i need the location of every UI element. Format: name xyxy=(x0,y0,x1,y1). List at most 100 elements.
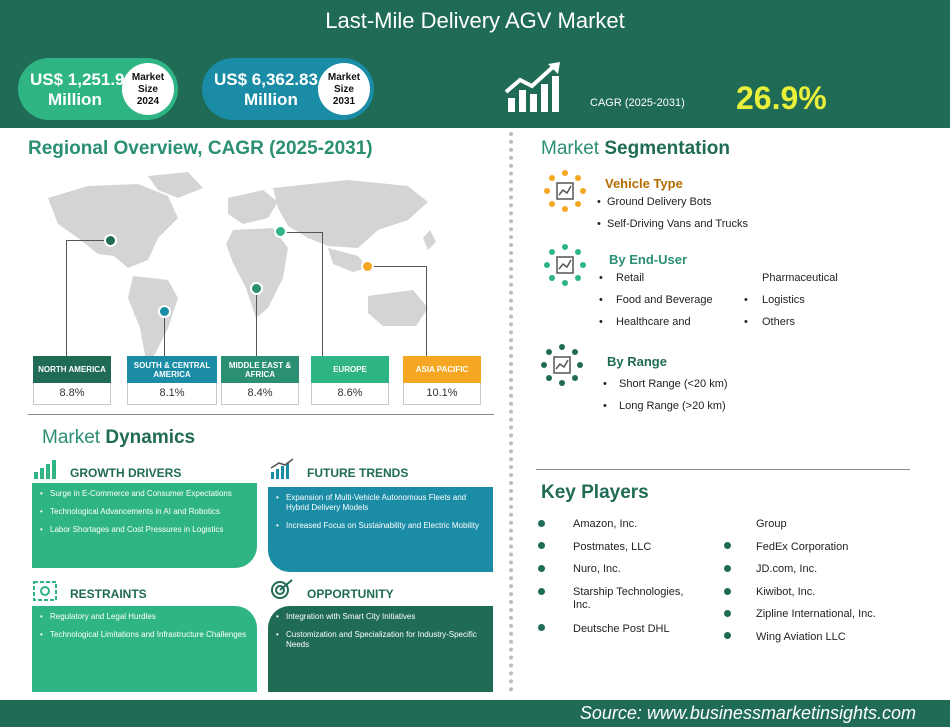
heading-light: Market xyxy=(42,427,101,448)
bullet-icon xyxy=(724,610,731,617)
unit-text: Million xyxy=(244,90,298,109)
key-player: Group xyxy=(756,518,787,530)
opportunity-box: Integration with Smart City Initiatives … xyxy=(268,606,493,692)
key-player: Wing Aviation LLC xyxy=(756,631,846,643)
source-link[interactable]: Source: www.businessmarketinsights.com xyxy=(579,703,916,723)
region-cagr: 8.1% xyxy=(127,383,217,405)
range-title: By Range xyxy=(607,354,667,369)
region-name: MIDDLE EAST & AFRICA xyxy=(221,356,299,383)
segment-item: • Food and Beverage xyxy=(599,294,713,306)
key-player: FedEx Corporation xyxy=(756,541,849,553)
bullet-icon xyxy=(724,542,731,549)
value-text: US$ 1,251.96 xyxy=(30,70,134,89)
circle-line: Size xyxy=(137,84,158,95)
leader-line xyxy=(164,312,165,356)
segment-label: Long Range (>20 km) xyxy=(619,400,726,412)
bullet-icon xyxy=(724,565,731,572)
restraints-title: RESTRAINTS xyxy=(70,587,147,601)
region-cagr: 8.4% xyxy=(221,383,299,405)
leader-line xyxy=(426,266,427,356)
market-size-2031-pill: US$ 6,362.83 Million Market Size 2031 xyxy=(202,58,374,120)
cagr-value: 26.9% xyxy=(736,80,827,116)
segment-label: Short Range (<20 km) xyxy=(619,378,728,390)
future-trends-box: Expansion of Multi-Vehicle Autonomous Fl… xyxy=(268,487,493,572)
bullet-icon xyxy=(724,588,731,595)
key-player: Kiwibot, Inc. xyxy=(756,586,816,598)
segmentation-heading: Market Segmentation xyxy=(541,138,730,160)
region-north-america: NORTH AMERICA 8.8% xyxy=(33,356,111,405)
bullet-icon xyxy=(538,542,545,549)
region-south-central-america: SOUTH & CENTRAL AMERICA 8.1% xyxy=(127,356,217,405)
region-name: SOUTH & CENTRAL AMERICA xyxy=(127,356,217,383)
leader-line xyxy=(66,240,110,241)
leader-line xyxy=(322,232,323,356)
mea-marker xyxy=(250,282,263,295)
key-player: Amazon, Inc. xyxy=(573,518,638,530)
end-user-title: By End-User xyxy=(609,252,688,267)
cagr-label: CAGR (2025-2031) xyxy=(590,97,685,109)
bullet-icon xyxy=(724,632,731,639)
restraint-item: Regulatory and Legal Hurdles xyxy=(40,612,249,622)
opportunity-icon xyxy=(271,579,293,599)
page-title: Last-Mile Delivery AGV Market xyxy=(325,8,625,33)
restraints-box: Regulatory and Legal Hurdles Technologic… xyxy=(32,606,257,692)
vehicle-type-title: Vehicle Type xyxy=(605,176,683,191)
bullet-icon xyxy=(538,624,545,631)
growth-drivers-title: GROWTH DRIVERS xyxy=(70,466,182,480)
region-name: EUROPE xyxy=(311,356,389,383)
vehicle-type-icon xyxy=(544,170,586,212)
regional-heading: Regional Overview, CAGR (2025-2031) xyxy=(28,138,373,159)
region-name: NORTH AMERICA xyxy=(33,356,111,383)
leader-line xyxy=(367,266,426,267)
range-icon xyxy=(541,344,583,386)
north-america-marker xyxy=(104,234,117,247)
heading-bold: Dynamics xyxy=(105,427,196,448)
driver-item: Surge in E-Commerce and Consumer Expecta… xyxy=(40,489,249,499)
region-cagr: 10.1% xyxy=(403,383,481,405)
region-name: ASIA PACIFIC xyxy=(403,356,481,383)
section-divider xyxy=(536,469,910,470)
segment-label: Others xyxy=(762,316,796,328)
heading-bold: Segmentation xyxy=(604,138,730,159)
key-player: Starship Technologies, Inc. xyxy=(573,586,684,611)
vertical-divider xyxy=(509,132,513,692)
world-map xyxy=(48,172,436,360)
segment-item: • Retail xyxy=(599,272,645,284)
restraint-icon xyxy=(33,581,57,601)
segment-label: Healthcare and xyxy=(616,316,691,328)
key-player: Deutsche Post DHL xyxy=(573,623,670,635)
segment-item: • Healthcare and xyxy=(599,316,691,328)
value-text: US$ 6,362.83 xyxy=(214,70,318,89)
footer-bar: Source: www.businessmarketinsights.com xyxy=(0,700,950,727)
key-player: JD.com, Inc. xyxy=(756,563,818,575)
driver-item: Technological Advancements in AI and Rob… xyxy=(40,507,249,517)
dynamics-heading: Market Dynamics xyxy=(42,427,195,449)
europe-marker xyxy=(274,225,287,238)
bullet-icon xyxy=(538,565,545,572)
key-player: Nuro, Inc. xyxy=(573,563,621,575)
trend-item: Increased Focus on Sustainability and El… xyxy=(276,521,485,531)
driver-item: Labor Shortages and Cost Pressures in Lo… xyxy=(40,525,249,535)
segment-label: Pharmaceutical xyxy=(762,272,838,284)
segment-item: • Self-Driving Vans and Trucks xyxy=(597,218,749,230)
segment-item: • Others xyxy=(744,316,796,328)
circle-line: Market xyxy=(327,72,361,83)
region-cagr: 8.6% xyxy=(311,383,389,405)
segment-item: Pharmaceutical xyxy=(762,272,838,284)
circle-line: 2031 xyxy=(332,96,356,107)
segment-item: • Ground Delivery Bots xyxy=(597,196,712,208)
trend-icon xyxy=(270,458,294,479)
opportunity-item: Integration with Smart City Initiatives xyxy=(276,612,485,622)
circle-line: Size xyxy=(333,84,354,95)
trend-item: Expansion of Multi-Vehicle Autonomous Fl… xyxy=(276,493,485,513)
leader-line xyxy=(281,232,322,233)
end-user-icon xyxy=(544,244,586,286)
segment-label: Retail xyxy=(616,272,645,284)
section-divider xyxy=(28,414,494,415)
market-size-2024-pill: US$ 1,251.96 Million Market Size 2024 xyxy=(18,58,178,120)
segment-item: • Long Range (>20 km) xyxy=(603,400,726,412)
segment-label: Ground Delivery Bots xyxy=(607,196,712,208)
key-player: Postmates, LLC xyxy=(573,541,652,553)
unit-text: Million xyxy=(48,90,102,109)
restraint-item: Technological Limitations and Infrastruc… xyxy=(40,630,249,640)
